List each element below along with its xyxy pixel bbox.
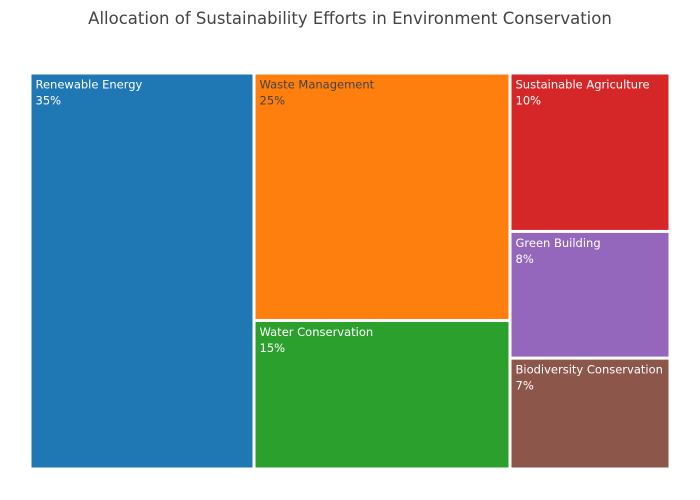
tile-value-green-building: 8% — [516, 252, 534, 266]
tile-value-waste-management: 25% — [260, 94, 286, 108]
treemap-tile-waste-management[interactable] — [255, 74, 509, 320]
tile-value-renewable-energy: 35% — [36, 94, 62, 108]
treemap-tile-biodiversity-conservation[interactable] — [511, 359, 669, 468]
treemap-tile-water-conservation[interactable] — [255, 322, 509, 468]
tile-label-biodiversity-conservation: Biodiversity Conservation — [516, 363, 663, 377]
treemap-tile-sustainable-agriculture[interactable] — [511, 74, 669, 230]
chart-title: Allocation of Sustainability Efforts in … — [88, 9, 612, 28]
tile-value-water-conservation: 15% — [260, 341, 286, 355]
treemap-tile-green-building[interactable] — [511, 232, 669, 357]
tile-label-water-conservation: Water Conservation — [260, 325, 374, 339]
tile-label-waste-management: Waste Management — [260, 78, 375, 92]
tile-label-sustainable-agriculture: Sustainable Agriculture — [516, 78, 650, 92]
tile-value-biodiversity-conservation: 7% — [516, 379, 534, 393]
tile-value-sustainable-agriculture: 10% — [516, 94, 542, 108]
tile-label-green-building: Green Building — [516, 236, 601, 250]
treemap-tile-renewable-energy[interactable] — [31, 74, 253, 468]
tile-label-renewable-energy: Renewable Energy — [36, 78, 143, 92]
